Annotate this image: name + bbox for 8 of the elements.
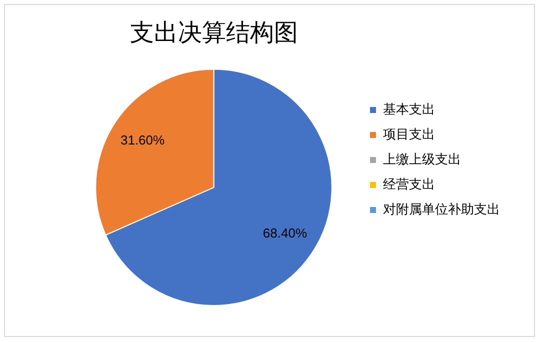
data-label: 31.60%: [120, 132, 166, 148]
legend-label: 基本支出: [383, 102, 435, 118]
legend-label: 项目支出: [383, 127, 435, 142]
legend-label: 经营支出: [383, 177, 435, 192]
data-label: 68.40%: [262, 225, 308, 240]
legend-label: 对附属单位补助支出: [383, 202, 500, 218]
chart-title: 支出决算结构图: [130, 18, 298, 47]
legend-label: 上缴上级支出: [383, 152, 461, 168]
